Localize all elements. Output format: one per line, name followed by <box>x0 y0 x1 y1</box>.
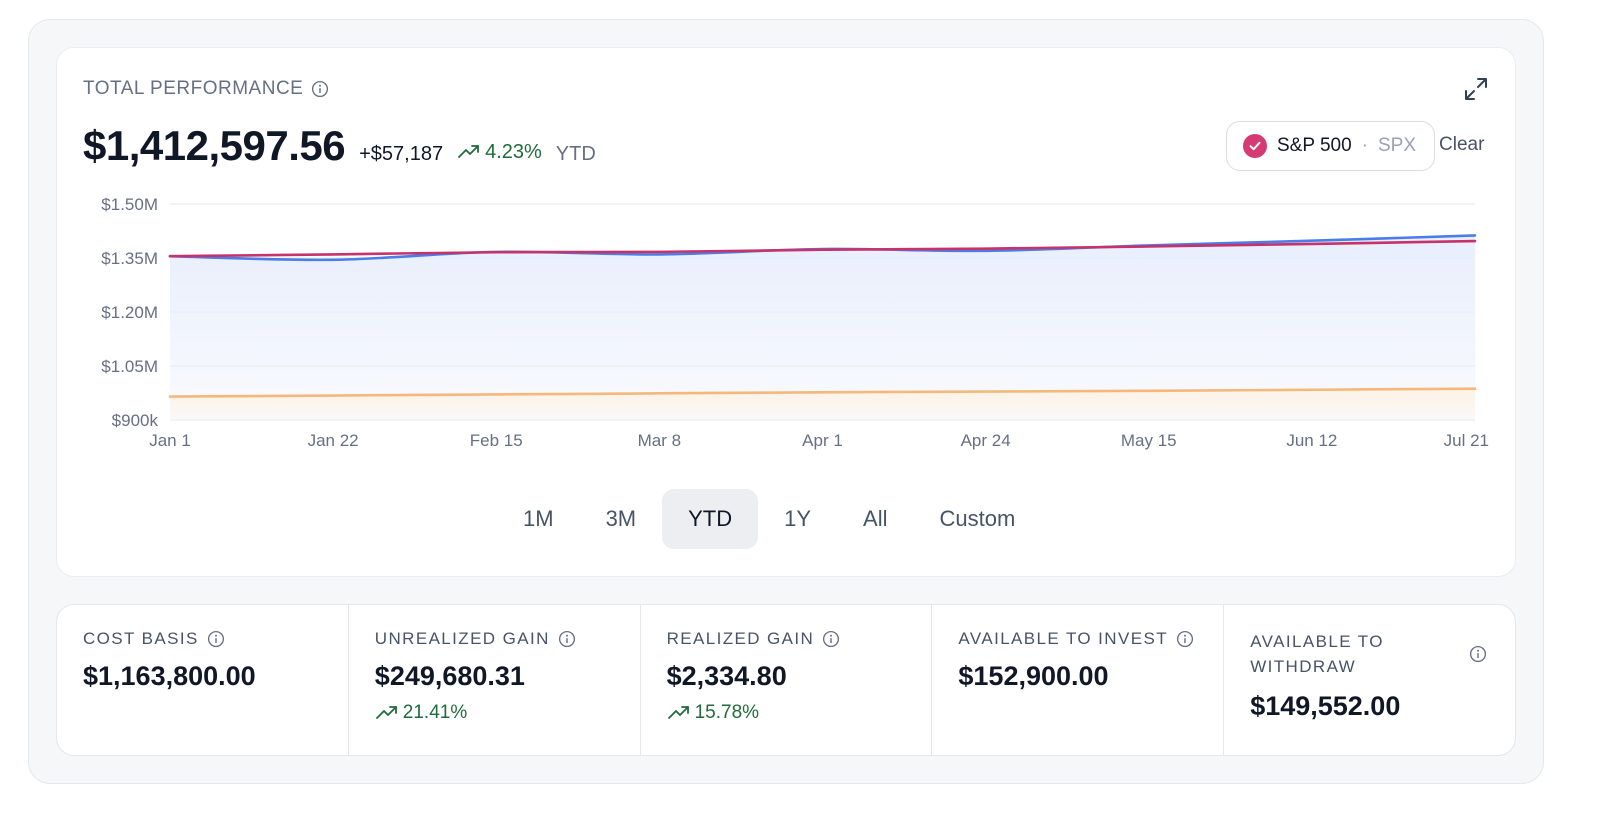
stat-realized-gain: REALIZED GAIN $2,334.80 15.78% <box>641 605 933 755</box>
stat-value: $152,900.00 <box>958 661 1109 691</box>
x-tick-label: Jun 12 <box>1286 431 1337 450</box>
info-icon[interactable] <box>1469 645 1487 663</box>
performance-title-row: TOTAL PERFORMANCE <box>83 78 329 100</box>
stat-change: 15.78% <box>667 702 906 724</box>
total-performance-card: TOTAL PERFORMANCE $1,412,597.56 +$57,187… <box>56 47 1516 577</box>
info-icon[interactable] <box>207 630 225 648</box>
check-icon <box>1243 134 1267 158</box>
x-tick-label: Jul 21 <box>1444 431 1489 450</box>
info-icon[interactable] <box>822 630 840 648</box>
x-tick-label: Mar 8 <box>638 431 681 450</box>
change-percent: 4.23% <box>457 141 542 164</box>
x-tick-label: Apr 24 <box>961 431 1011 450</box>
benchmark-chip[interactable]: S&P 500 · SPX <box>1226 121 1436 171</box>
stat-label-row: AVAILABLE TO INVEST <box>958 629 1197 649</box>
x-tick-label: May 15 <box>1121 431 1177 450</box>
x-tick-label: Jan 1 <box>149 431 191 450</box>
info-icon[interactable] <box>1176 630 1194 648</box>
period-label: YTD <box>555 143 596 165</box>
range-ytd[interactable]: YTD <box>662 489 759 549</box>
range-selector: 1M 3M YTD 1Y All Custom <box>497 489 1041 549</box>
y-tick-label: $1.20M <box>101 303 158 322</box>
stat-unrealized-gain: UNREALIZED GAIN $249,680.31 21.41% <box>349 605 641 755</box>
range-custom[interactable]: Custom <box>939 506 1016 531</box>
range-1m[interactable]: 1M <box>523 506 554 531</box>
stat-change-value: 21.41% <box>402 702 468 723</box>
info-icon[interactable] <box>558 630 576 648</box>
x-tick-label: Jan 22 <box>308 431 359 450</box>
benchmark-separator: · <box>1361 135 1368 156</box>
series-2-area <box>170 388 1475 420</box>
trending-up-icon <box>458 145 479 158</box>
y-tick-label: $1.50M <box>101 195 158 214</box>
performance-title: TOTAL PERFORMANCE <box>83 78 304 99</box>
stat-label: AVAILABLE TO INVEST <box>958 629 1168 648</box>
clear-benchmark-button[interactable]: Clear <box>1439 134 1485 155</box>
range-1y[interactable]: 1Y <box>784 506 812 531</box>
y-tick-label: $1.35M <box>101 249 158 268</box>
y-tick-label: $1.05M <box>101 357 158 376</box>
y-tick-label: $900k <box>112 411 159 430</box>
stat-available-to-withdraw: AVAILABLE TO WITHDRAW $149,552.00 <box>1224 605 1515 755</box>
stats-card: COST BASIS $1,163,800.00 UNREALIZED GAIN… <box>56 604 1516 756</box>
trending-up-icon <box>375 706 397 719</box>
stat-change-value: 15.78% <box>694 702 760 723</box>
series-2-line <box>168 387 1477 398</box>
change-percent-value: 4.23% <box>485 140 542 163</box>
stat-value: $2,334.80 <box>666 661 787 691</box>
series-1-line <box>168 239 1477 258</box>
range-3m[interactable]: 3M <box>605 506 637 531</box>
stat-value: $249,680.31 <box>374 661 525 691</box>
stat-label: AVAILABLE TO WITHDRAW <box>1250 632 1384 676</box>
stat-label-row: UNREALIZED GAIN <box>375 629 614 649</box>
x-tick-label: Apr 1 <box>802 431 843 450</box>
series-0-area <box>170 235 1475 420</box>
benchmark-ticker: SPX <box>1377 135 1417 156</box>
info-icon[interactable] <box>311 80 329 98</box>
range-all[interactable]: All <box>863 506 888 531</box>
stat-change: 21.41% <box>375 702 614 724</box>
stat-cost-basis: COST BASIS $1,163,800.00 <box>57 605 349 755</box>
change-amount: +$57,187 <box>359 143 444 165</box>
trending-up-icon <box>667 706 689 719</box>
expand-icon[interactable] <box>1463 76 1489 102</box>
stat-label-row: COST BASIS <box>83 629 322 649</box>
stat-value: $1,163,800.00 <box>83 661 256 691</box>
total-value: $1,412,597.56 <box>83 122 346 169</box>
stat-label: UNREALIZED GAIN <box>374 629 550 648</box>
benchmark-name: S&P 500 <box>1277 135 1352 156</box>
stat-label-row: REALIZED GAIN <box>667 629 906 649</box>
stat-label: COST BASIS <box>83 629 199 648</box>
stat-value: $149,552.00 <box>1250 691 1401 721</box>
headline-row: $1,412,597.56 +$57,187 4.23% YTD <box>83 122 596 170</box>
stat-available-to-invest: AVAILABLE TO INVEST $152,900.00 <box>932 605 1225 755</box>
x-tick-label: Feb 15 <box>470 431 523 450</box>
stat-label: REALIZED GAIN <box>666 629 815 648</box>
